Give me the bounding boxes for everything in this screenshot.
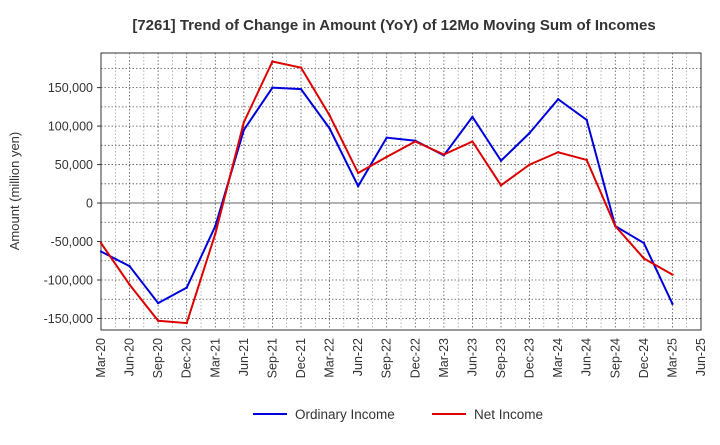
legend-label: Net Income	[474, 407, 543, 422]
x-tick-label: Jun-23	[465, 338, 479, 376]
data-point	[556, 151, 560, 154]
data-point	[328, 114, 331, 117]
data-point	[328, 127, 331, 130]
y-tick-label: -50,000	[51, 235, 93, 249]
data-point	[271, 60, 274, 63]
data-point	[99, 241, 103, 245]
data-point	[128, 283, 131, 286]
x-tick-label: Dec-23	[523, 338, 537, 378]
legend-label: Ordinary Income	[295, 407, 395, 422]
x-tick-label: Dec-24	[637, 338, 651, 378]
grid	[100, 53, 702, 330]
data-point	[556, 97, 560, 101]
data-point	[99, 250, 103, 253]
data-point	[214, 224, 217, 228]
data-point	[442, 153, 446, 156]
x-tick-label: Dec-20	[180, 338, 194, 378]
data-point	[471, 115, 474, 119]
x-tick-label: Mar-24	[551, 338, 565, 378]
data-point	[156, 319, 160, 322]
y-tick-label: -150,000	[44, 312, 93, 326]
data-point	[528, 163, 531, 166]
x-tick-label: Jun-21	[237, 338, 251, 376]
x-tick-label: Dec-21	[294, 338, 308, 378]
data-point	[499, 159, 503, 162]
data-point	[356, 171, 360, 175]
chart-title: [7261] Trend of Change in Amount (YoY) o…	[132, 17, 655, 34]
data-point	[214, 232, 217, 236]
y-tick-labels: 150,000 100,000 50,000 0 -50,000 -100,000 -150…	[44, 81, 101, 326]
data-point	[185, 286, 188, 289]
data-point	[385, 136, 388, 139]
data-point	[385, 155, 388, 159]
data-point	[642, 241, 646, 245]
y-axis-label: Amount (million yen)	[7, 132, 22, 251]
data-point	[528, 131, 531, 135]
legend: Ordinary Income Net Income	[253, 407, 543, 422]
x-tick-label: Mar-23	[437, 338, 451, 378]
x-tick-label: Dec-22	[408, 338, 422, 378]
plot-area-border	[100, 52, 702, 331]
data-point	[242, 128, 246, 132]
data-point	[671, 273, 674, 276]
y-tick-label: 100,000	[48, 120, 93, 134]
x-tick-label: Sep-24	[608, 338, 622, 378]
x-tick-label: Sep-21	[265, 338, 279, 378]
data-point	[499, 184, 503, 187]
x-tick-label: Mar-25	[665, 338, 679, 378]
data-point	[585, 118, 588, 122]
data-point	[299, 66, 303, 69]
x-tick-label: Mar-20	[94, 338, 108, 378]
data-point	[614, 224, 617, 228]
y-tick-label: -100,000	[44, 273, 93, 287]
data-point	[299, 87, 303, 91]
series-line-net-income	[100, 60, 673, 325]
data-point	[356, 184, 360, 188]
data-point	[585, 158, 588, 162]
x-tick-label: Mar-21	[208, 338, 222, 378]
y-tick-label: 0	[86, 197, 93, 211]
data-point	[185, 321, 188, 325]
data-point	[671, 302, 674, 306]
x-tick-label: Jun-22	[351, 338, 365, 376]
x-tick-label: Sep-23	[494, 338, 508, 378]
x-tick-labels: Mar-20 Jun-20 Sep-20 Dec-20 Mar-21 Jun-21 Sep-…	[94, 338, 708, 378]
x-tick-label: Sep-22	[380, 338, 394, 378]
data-point	[128, 264, 131, 268]
y-tick-label: 50,000	[55, 158, 93, 172]
data-point	[642, 257, 646, 260]
x-tick-label: Sep-20	[151, 338, 165, 378]
data-point	[271, 86, 274, 89]
y-tick-label: 150,000	[48, 81, 93, 95]
data-point	[242, 121, 246, 124]
data-point	[414, 140, 417, 143]
x-tick-label: Jun-25	[694, 338, 708, 376]
x-tick-label: Jun-20	[123, 338, 137, 376]
x-tick-label: Mar-22	[323, 338, 337, 378]
data-point	[156, 301, 160, 305]
data-point	[471, 140, 474, 143]
x-tick-label: Jun-24	[580, 338, 594, 376]
series-layer	[99, 60, 674, 325]
